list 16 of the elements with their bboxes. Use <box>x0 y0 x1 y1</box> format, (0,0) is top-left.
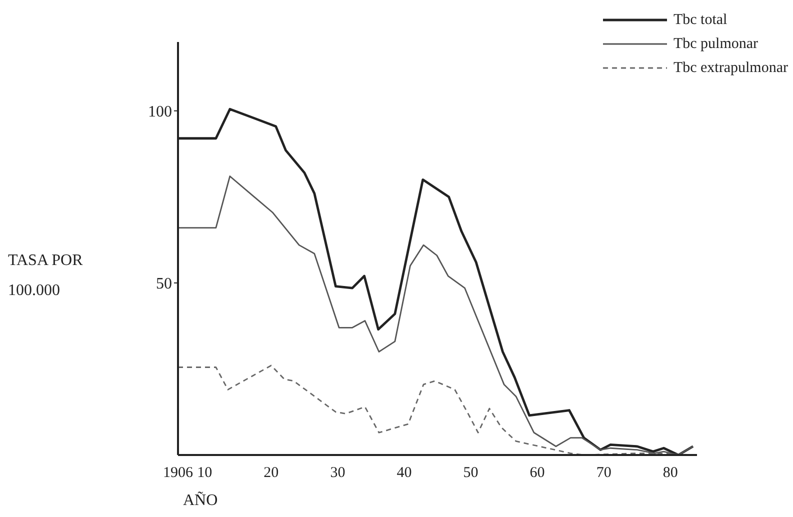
x-tick-label: 40 <box>396 465 412 481</box>
x-tick-label: 30 <box>330 465 346 481</box>
y-axis-title: TASA POR 100.000 <box>8 251 84 301</box>
x-axis-title: AÑO <box>183 492 218 510</box>
x-tick-label: 60 <box>530 465 545 481</box>
x-tick-label: 80 <box>662 465 678 481</box>
x-tick-label: 70 <box>596 465 612 481</box>
line-series <box>178 176 694 455</box>
x-tick-label: 20 <box>264 465 279 481</box>
legend-label: Tbc total <box>673 12 728 28</box>
legend-label: Tbc pulmonar <box>673 36 758 52</box>
x-tick-label: 1906 <box>163 465 194 481</box>
x-tick-label: 10 <box>197 465 212 481</box>
y-tick-label: 100 <box>148 104 172 121</box>
legend-label: Tbc extrapulmonar <box>673 60 788 76</box>
x-tick-label: 50 <box>463 465 478 481</box>
